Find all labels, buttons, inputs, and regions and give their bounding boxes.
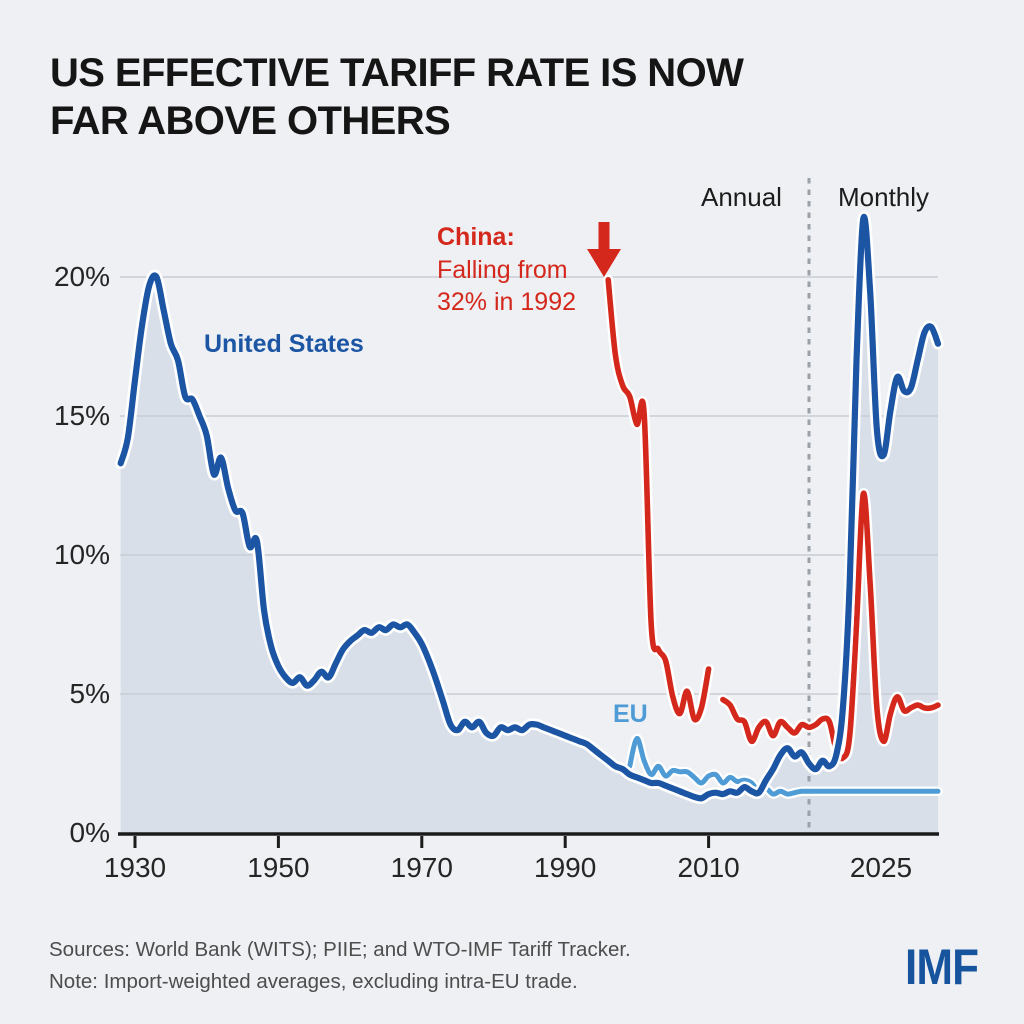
y-tick-label-20%: 20%: [53, 261, 110, 292]
note-text: Note: Import-weighted averages, excludin…: [49, 970, 578, 993]
x-tick-label-1970: 1970: [390, 852, 453, 883]
sources-text: Sources: World Bank (WITS); PIIE; and WT…: [49, 938, 631, 961]
china-line-1996-2010: [605, 277, 712, 723]
eu-line: [627, 735, 941, 797]
us-series-label: United States: [204, 330, 364, 358]
china-down-arrow-icon: [587, 222, 621, 277]
x-tick-label-2025: 2025: [849, 852, 913, 883]
imf-logo: IMF: [904, 939, 979, 995]
china-series-label: China:: [437, 223, 515, 251]
x-tick-label-1950: 1950: [247, 852, 310, 883]
x-tick-label-1990: 1990: [534, 852, 597, 883]
x-tick-label-1930: 1930: [103, 852, 167, 883]
x-tick-label-2010: 2010: [677, 852, 740, 883]
eu-series-label: EU: [613, 700, 648, 728]
y-tick-label-5%: 5%: [69, 678, 110, 709]
y-tick-label-10%: 10%: [53, 539, 110, 570]
annual-section-label: Annual: [701, 182, 782, 212]
monthly-section-label: Monthly: [838, 182, 930, 212]
us-line: [117, 213, 942, 802]
page-title: US EFFECTIVE TARIFF RATE IS NOW FAR ABOV…: [50, 49, 744, 145]
y-tick-label-15%: 15%: [53, 400, 110, 431]
title-line-1: US EFFECTIVE TARIFF RATE IS NOW: [50, 51, 744, 95]
china-annotation-line1: Falling from: [437, 256, 568, 284]
title-line-2: FAR ABOVE OTHERS: [50, 99, 451, 143]
y-tick-label-0%: 0%: [69, 817, 110, 848]
china-annotation-line2: 32% in 1992: [437, 288, 577, 316]
